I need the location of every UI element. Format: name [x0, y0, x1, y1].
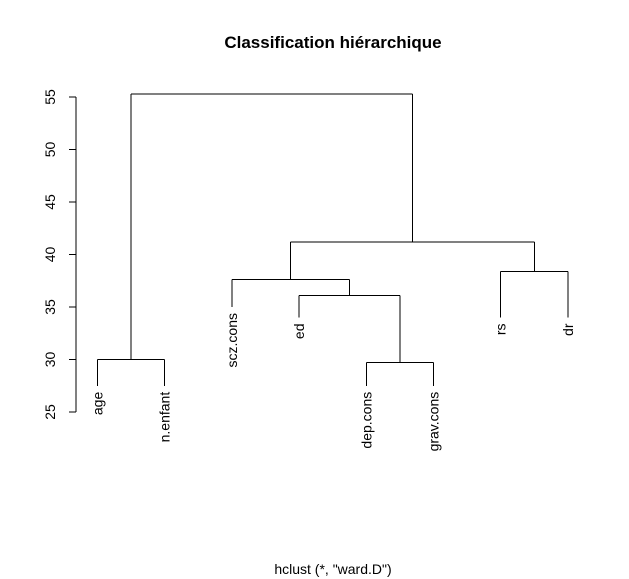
- leaf-labels: age n.enfant scz.cons ed dep.cons grav.cons rs…: [90, 313, 576, 451]
- y-tick-label: 50: [42, 142, 58, 158]
- leaf-label: n.enfant: [157, 392, 173, 443]
- leaf-label: rs: [493, 324, 509, 336]
- y-tick-label: 35: [42, 299, 58, 315]
- y-axis: 25 30 35 40 45 50 55: [42, 89, 77, 420]
- y-tick-label: 30: [42, 352, 58, 368]
- leaf-label: scz.cons: [224, 313, 240, 367]
- y-tick-label: 55: [42, 89, 58, 105]
- leaf-label: age: [90, 392, 106, 416]
- x-axis-label: hclust (*, "ward.D"): [274, 561, 391, 577]
- leaf-label: dep.cons: [358, 392, 374, 449]
- y-tick-label: 45: [42, 194, 58, 210]
- y-tick-label: 40: [42, 247, 58, 263]
- dendrogram-tree: [97, 93, 569, 386]
- leaf-label: dr: [560, 323, 576, 336]
- leaf-label: ed: [291, 324, 307, 340]
- chart-title: Classification hiérarchique: [224, 33, 441, 52]
- y-tick-label: 25: [42, 404, 58, 420]
- leaf-label: grav.cons: [426, 392, 442, 452]
